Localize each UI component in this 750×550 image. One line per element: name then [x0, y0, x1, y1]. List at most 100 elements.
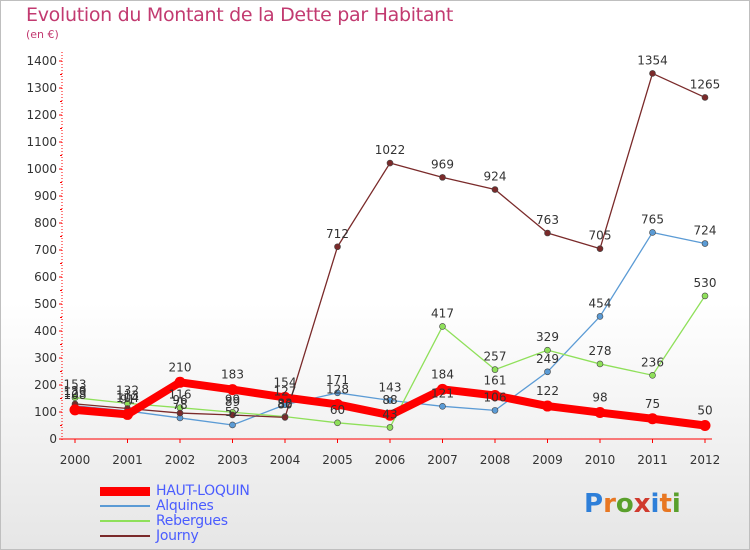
data-label: 1265 — [690, 77, 721, 91]
data-label: 705 — [589, 229, 612, 243]
data-label: 249 — [536, 352, 559, 366]
data-point — [439, 174, 446, 181]
data-point — [544, 229, 551, 237]
data-point — [334, 243, 341, 251]
data-point — [334, 389, 341, 397]
data-label: 52 — [225, 405, 240, 419]
y-tick-label: 1100 — [26, 135, 57, 149]
data-label: 80 — [277, 397, 292, 411]
data-point — [491, 186, 499, 193]
logo-letter: x — [633, 489, 651, 519]
data-label: 96 — [172, 393, 187, 407]
data-point — [701, 292, 709, 300]
logo-letter: t — [659, 489, 672, 519]
data-label: 969 — [431, 157, 454, 171]
data-label: 153 — [64, 378, 87, 392]
y-tick-label: 700 — [34, 243, 57, 257]
legend-label: Rebergues — [156, 513, 228, 529]
data-point — [174, 376, 186, 388]
data-point — [229, 411, 236, 419]
data-label: 724 — [694, 224, 717, 238]
chart-title: Evolution du Montant de la Dette par Hab… — [26, 4, 454, 26]
legend-swatch — [100, 535, 150, 537]
data-label: 60 — [330, 403, 345, 417]
legend-swatch — [100, 520, 150, 522]
y-tick-label: 100 — [34, 405, 57, 419]
data-label: 765 — [641, 212, 664, 226]
data-point — [227, 384, 238, 396]
data-label: 83 — [277, 397, 292, 411]
data-label: 89 — [225, 395, 240, 409]
data-label: 763 — [536, 213, 559, 227]
logo-letter: P — [584, 489, 604, 519]
data-point — [386, 424, 394, 431]
data-point — [544, 346, 551, 354]
legend-label: Alquines — [156, 498, 214, 514]
data-label: 454 — [589, 296, 612, 310]
data-label: 1022 — [375, 143, 406, 157]
data-label: 99 — [225, 392, 240, 406]
logo-letter: r — [603, 489, 616, 519]
data-point — [229, 421, 236, 429]
x-tick-label: 2006 — [375, 453, 406, 467]
data-point — [281, 414, 289, 421]
data-label: 171 — [326, 373, 349, 387]
data-label: 78 — [172, 398, 187, 412]
data-point — [69, 404, 81, 416]
data-label: 91 — [120, 392, 135, 406]
x-tick-label: 2003 — [217, 453, 248, 467]
data-point — [491, 366, 499, 373]
data-point — [594, 407, 606, 419]
data-label: 116 — [169, 388, 192, 402]
data-label: 257 — [484, 350, 507, 364]
logo-letter: o — [615, 489, 634, 519]
legend-swatch — [100, 505, 150, 507]
x-tick-label: 2001 — [112, 453, 143, 467]
data-label: 417 — [431, 306, 454, 320]
data-label: 712 — [326, 227, 349, 241]
x-tick-label: 2000 — [60, 453, 91, 467]
data-point — [437, 383, 448, 395]
data-label: 88 — [382, 393, 397, 407]
data-point — [701, 240, 709, 247]
data-label: 184 — [431, 367, 454, 381]
unit-label: (en €) — [26, 28, 59, 41]
data-label: 104 — [116, 391, 139, 405]
x-tick-label: 2007 — [427, 453, 458, 467]
data-label: 329 — [536, 330, 559, 344]
x-tick-label: 2004 — [270, 453, 301, 467]
x-tick-label: 2009 — [532, 453, 563, 467]
data-point — [332, 398, 343, 410]
y-tick-label: 500 — [34, 297, 57, 311]
y-tick-label: 0 — [49, 432, 57, 446]
data-point — [649, 371, 656, 379]
data-label: 123 — [64, 386, 87, 400]
data-point — [489, 390, 501, 402]
legend-swatch — [100, 487, 150, 496]
data-label: 924 — [484, 170, 507, 184]
data-label: 108 — [64, 388, 87, 402]
data-point — [699, 420, 711, 431]
y-tick-label: 1000 — [26, 162, 57, 176]
y-tick-label: 300 — [34, 351, 57, 365]
data-point — [649, 70, 656, 77]
data-label: 106 — [484, 390, 507, 404]
data-point — [596, 360, 604, 368]
data-point — [647, 413, 658, 425]
data-label: 43 — [382, 407, 397, 421]
y-tick-label: 400 — [34, 324, 57, 338]
data-point — [334, 419, 341, 427]
proxiti-logo: Proxiti — [584, 489, 681, 519]
data-point — [544, 368, 551, 376]
data-label: 128 — [326, 382, 349, 396]
x-tick-label: 2012 — [690, 453, 721, 467]
data-point — [439, 403, 446, 410]
y-tick-label: 900 — [34, 189, 57, 203]
legend-label: HAUT-LOQUIN — [156, 483, 250, 499]
data-point — [122, 408, 133, 420]
data-label: 530 — [694, 276, 717, 290]
y-tick-label: 800 — [34, 216, 57, 230]
data-label: 122 — [536, 384, 559, 398]
y-tick-label: 200 — [34, 378, 57, 392]
